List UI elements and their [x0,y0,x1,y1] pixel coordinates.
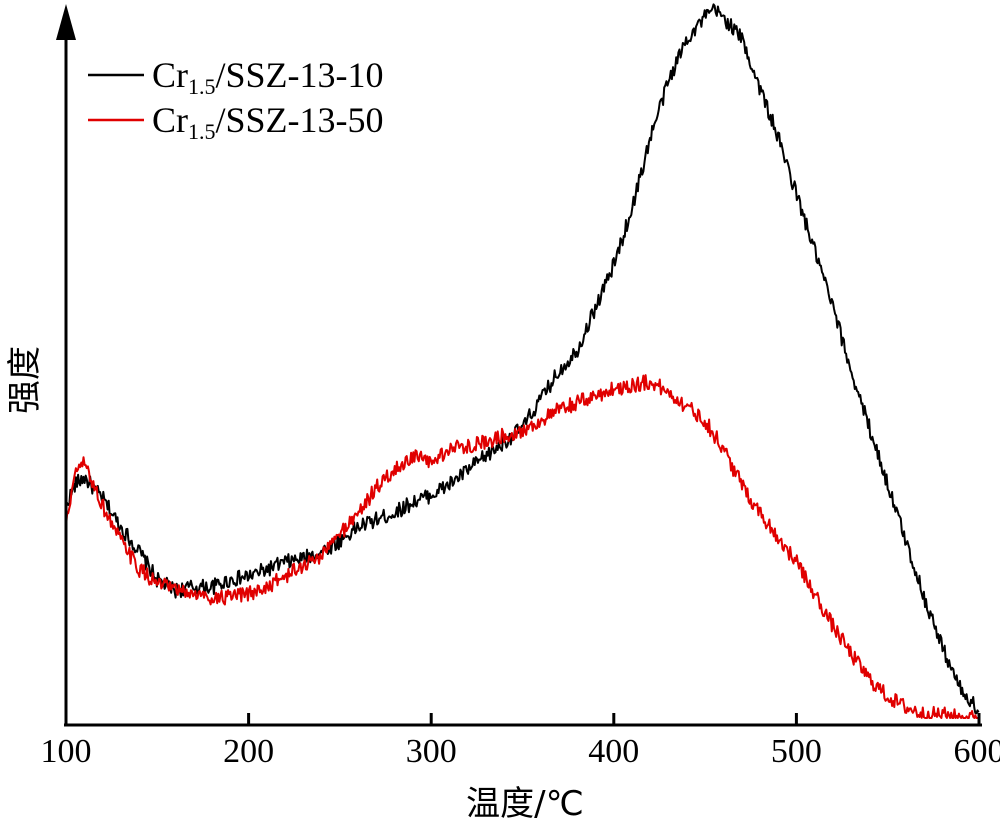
plot-area [65,3,980,719]
x-tick-label: 400 [588,733,639,770]
legend-label-1: Cr1.5/SSZ-13-10 [152,55,384,99]
y-axis-label: 强度 [5,346,45,414]
x-ticks: 100 200 300 400 500 600 [41,713,1000,770]
series-line-2 [65,374,979,719]
series-line-1 [65,3,980,715]
y-axis-arrow [56,4,76,40]
x-tick-label: 300 [406,733,457,770]
x-tick-label: 500 [771,733,822,770]
x-tick-label: 600 [954,733,1000,770]
legend-label-2: Cr1.5/SSZ-13-50 [152,100,384,144]
axes [56,4,982,727]
x-tick-label: 100 [41,733,92,770]
x-axis-label: 温度/℃ [466,784,584,824]
x-tick-label: 200 [223,733,274,770]
